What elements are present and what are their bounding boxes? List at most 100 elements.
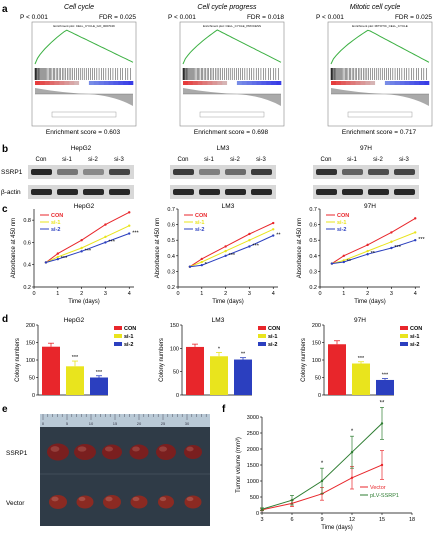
- x-axis-label: Time (days): [321, 525, 352, 531]
- tumor-highlight: [132, 496, 140, 502]
- data-point: [248, 239, 251, 242]
- x-tick-label: 3: [104, 291, 107, 297]
- x-tick-label: 0: [176, 291, 179, 297]
- gsea-enrichment-score: Enrichment score = 0.603: [46, 129, 121, 136]
- tumor-vector: [130, 495, 148, 509]
- gsea-gradient-cell: [266, 81, 272, 85]
- data-point: [366, 253, 369, 256]
- data-point: [390, 246, 393, 250]
- gsea-gradient-cell: [207, 81, 213, 85]
- legend-swatch: [114, 326, 122, 330]
- ruler-number: 20: [137, 421, 142, 426]
- significance-marker: ***: [132, 231, 139, 237]
- legend-swatch: [258, 342, 266, 346]
- data-point: [330, 262, 334, 265]
- bar-CON: [186, 346, 204, 395]
- gsea-title: Cell cycle: [64, 4, 94, 11]
- gsea-gradient-cell: [345, 81, 351, 85]
- y-tick-label: 0.6: [167, 223, 175, 229]
- wb-lane-label: si-2: [88, 157, 98, 163]
- wb-ssrp1-band: [173, 169, 194, 175]
- legend-label: CON: [124, 326, 136, 332]
- data-point: [188, 265, 192, 268]
- gsea-gradient-cell: [217, 81, 223, 85]
- data-point: [224, 249, 227, 253]
- data-point: [224, 245, 227, 248]
- gsea-gradient-cell: [227, 81, 233, 85]
- y-tick-label: 0: [32, 393, 35, 399]
- gsea-ranked-metric: [331, 88, 429, 106]
- wb-lane-label: Con: [320, 157, 331, 163]
- x-tick-label: 1: [56, 291, 59, 297]
- data-point: [56, 252, 60, 255]
- gsea-es-curve: [34, 29, 134, 65]
- gsea-fdr: FDR = 0.018: [247, 14, 284, 21]
- data-point: [128, 232, 131, 235]
- gsea-gradient-cell: [236, 81, 243, 85]
- gsea-gradient-cell: [103, 81, 109, 85]
- tumor-vector: [49, 495, 67, 509]
- wb-actin-band: [251, 189, 272, 195]
- significance-marker: *: [351, 429, 354, 435]
- gsea-gradient-cell: [241, 81, 247, 85]
- y-axis-label: Colony numbers: [15, 338, 21, 382]
- gsea-hit-bars: [182, 68, 279, 80]
- wb-lane-label: Con: [177, 157, 188, 163]
- y-tick-label: 500: [250, 495, 259, 501]
- significance-marker: ***: [72, 355, 79, 361]
- gsea-gradient-cell: [64, 81, 70, 85]
- significance-marker: ***: [229, 253, 236, 259]
- legend-label: si-1: [124, 334, 133, 340]
- gsea-plot-title: Enrichment plot: CELL_CYCLE_PROCESS: [203, 24, 261, 28]
- data-point: [80, 250, 83, 253]
- tumor-highlight: [50, 446, 60, 452]
- tumor-volume-chart: 0 500 1000 1500 2000 2500 3000 3 6 9 12 15 18 Time (d…: [236, 400, 415, 531]
- x-tick-label: 2: [80, 291, 83, 297]
- ruler-number: 30: [185, 421, 190, 426]
- wb-actin-band: [109, 189, 130, 195]
- gsea-gradient-cell: [88, 81, 95, 85]
- gsea-gradient-cell: [404, 81, 410, 85]
- data-point: [380, 422, 384, 425]
- y-tick-label: 50: [173, 370, 179, 376]
- data-point: [272, 234, 275, 237]
- gsea-gradient-cell: [197, 81, 203, 85]
- x-tick-label: 0: [32, 291, 35, 297]
- gsea-gradient-cell: [54, 81, 60, 85]
- legend-label: si-1: [268, 334, 277, 340]
- gsea-hit-bars: [330, 68, 427, 80]
- tumor-highlight: [186, 446, 194, 452]
- wb-actin-band: [83, 189, 104, 195]
- y-tick-label: 3000: [247, 415, 259, 421]
- x-tick-label: 18: [409, 517, 415, 523]
- y-tick-label: 1000: [247, 479, 259, 485]
- gsea-title: Mitotic cell cycle: [350, 4, 401, 11]
- gsea-rank-gradient: [35, 81, 134, 85]
- wb-actin-band: [368, 189, 389, 195]
- gsea-gradient-cell: [409, 81, 415, 85]
- data-point: [390, 231, 393, 234]
- wb-actin-band: [57, 189, 78, 195]
- significance-marker: ***: [61, 256, 68, 262]
- data-point: [350, 451, 354, 454]
- gsea-gradient-cell: [246, 81, 252, 85]
- gsea-gradient-cell: [380, 81, 386, 85]
- gsea-gradient-cell: [187, 81, 194, 85]
- y-tick-label: 0.2: [167, 285, 175, 291]
- panel-label-a: a: [2, 4, 8, 15]
- ruler-number: 25: [161, 421, 166, 426]
- gsea-gradient-cell: [202, 81, 208, 85]
- x-tick-label: 4: [272, 291, 275, 297]
- significance-marker: ***: [108, 239, 115, 245]
- wb-row-label-actin: β-actin: [1, 189, 21, 196]
- chart-title: LM3: [222, 203, 235, 210]
- tumor-highlight: [78, 496, 86, 502]
- wb-actin-band: [173, 189, 194, 195]
- gsea-gradient-cell: [271, 81, 277, 85]
- wb-ssrp1-band: [83, 169, 104, 175]
- legend-label: si-2: [337, 227, 346, 233]
- ruler-number: 0: [42, 421, 45, 426]
- bar-si-2: [376, 379, 394, 395]
- y-tick-label: 0.6: [23, 240, 31, 246]
